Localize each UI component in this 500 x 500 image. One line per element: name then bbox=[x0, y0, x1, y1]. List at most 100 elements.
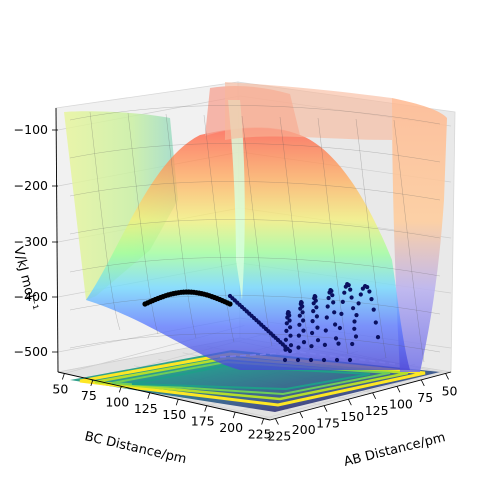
trajectory-point bbox=[332, 310, 337, 315]
trajectory-point bbox=[329, 288, 334, 294]
trajectory-point bbox=[314, 305, 319, 310]
mesh-line bbox=[69, 181, 441, 201]
y-tick-label: 50 bbox=[52, 381, 68, 396]
trajectory-point bbox=[353, 334, 359, 339]
trajectory-point bbox=[296, 333, 301, 338]
trajectory-point bbox=[326, 295, 331, 301]
trajectory-point bbox=[282, 357, 288, 363]
trajectory-point bbox=[352, 319, 357, 324]
y-tick-label: 175 bbox=[191, 414, 215, 429]
mesh-line bbox=[317, 117, 349, 355]
trajectory-point bbox=[336, 341, 341, 346]
trajectory-point bbox=[299, 300, 304, 305]
trajectory-point bbox=[351, 306, 356, 311]
mesh-line bbox=[69, 257, 441, 277]
trajectory-point bbox=[283, 347, 288, 352]
y-axis-label: BC Distance/pm bbox=[83, 429, 188, 467]
x-tick-label: 200 bbox=[292, 422, 316, 437]
trajectory bbox=[142, 282, 381, 363]
x-tick-label: 225 bbox=[268, 429, 292, 444]
trajectory-point bbox=[365, 285, 370, 290]
y-tick-label: 200 bbox=[219, 420, 243, 435]
trajectory-point bbox=[315, 325, 320, 330]
trajectory-point bbox=[287, 313, 292, 318]
trajectory-point bbox=[309, 344, 314, 349]
trajectory-point bbox=[347, 357, 353, 363]
mesh-line bbox=[355, 118, 387, 359]
x-tick-label: 75 bbox=[417, 390, 433, 405]
z-tick-label: −500 bbox=[14, 344, 48, 359]
x-tick-mark bbox=[299, 411, 304, 419]
trajectory-point bbox=[323, 328, 328, 333]
trajectory-point bbox=[284, 328, 289, 333]
mesh-line bbox=[69, 295, 441, 315]
trajectory-point bbox=[313, 294, 318, 299]
y-tick-label: 100 bbox=[105, 394, 129, 409]
trajectory-point bbox=[321, 357, 327, 363]
trajectory-point bbox=[295, 357, 301, 363]
mesh-line bbox=[127, 112, 159, 335]
trajectory-point bbox=[297, 313, 302, 318]
x-tick-label: 50 bbox=[442, 383, 458, 398]
trajectory-point bbox=[339, 311, 344, 316]
x-tick-label: 100 bbox=[389, 396, 413, 411]
y-tick-mark bbox=[175, 399, 179, 406]
mesh-line bbox=[69, 105, 441, 125]
trajectory-point bbox=[324, 315, 329, 320]
trajectory-point bbox=[311, 309, 316, 314]
trajectory-point bbox=[333, 322, 338, 327]
x-tick-label: 175 bbox=[316, 416, 340, 431]
mesh-line bbox=[69, 219, 441, 239]
trajectory-point bbox=[300, 304, 305, 309]
x-tick-mark bbox=[396, 386, 401, 393]
trajectory-point bbox=[308, 357, 314, 363]
trajectory-point bbox=[313, 298, 318, 303]
trajectory-point bbox=[310, 330, 315, 336]
x-tick-mark bbox=[347, 399, 352, 406]
mesh-line bbox=[165, 113, 197, 339]
trajectory-point bbox=[352, 326, 357, 331]
trajectory-point bbox=[334, 357, 340, 363]
trajectory-point bbox=[314, 314, 319, 319]
mesh-line bbox=[89, 111, 121, 331]
surface-mesh bbox=[69, 105, 441, 363]
trajectory-point bbox=[315, 338, 321, 343]
y-tick-mark bbox=[147, 392, 151, 399]
trajectory-point bbox=[340, 299, 345, 304]
trajectory-point bbox=[300, 310, 305, 315]
trajectory-point bbox=[288, 333, 293, 338]
trajectory-point bbox=[371, 307, 376, 312]
trajectory-point bbox=[288, 325, 293, 330]
trajectory-point bbox=[301, 340, 307, 345]
mesh-line bbox=[393, 119, 425, 363]
x-tick-mark bbox=[372, 392, 377, 399]
y-tick-label: 125 bbox=[134, 401, 158, 416]
trajectory-point bbox=[333, 336, 339, 341]
trajectory-point bbox=[284, 321, 289, 326]
y-tick-label: 150 bbox=[162, 407, 186, 422]
x-tick-mark bbox=[323, 405, 328, 412]
trajectory-point bbox=[375, 335, 381, 340]
mesh-line bbox=[241, 115, 273, 347]
trajectory-point bbox=[358, 292, 363, 297]
trajectory-point bbox=[367, 289, 372, 294]
trajectory-point bbox=[322, 342, 327, 347]
trajectory-point bbox=[310, 319, 315, 324]
y-axis-line bbox=[57, 371, 271, 421]
y-tick-mark bbox=[232, 411, 236, 419]
x-axis-line bbox=[269, 371, 452, 421]
x-tick-mark bbox=[275, 418, 279, 425]
trajectory-point bbox=[349, 295, 354, 300]
energy-surface bbox=[64, 82, 447, 372]
y-tick-label: 225 bbox=[248, 427, 272, 442]
x-tick-mark bbox=[420, 379, 425, 387]
trajectory-point bbox=[348, 287, 353, 292]
trajectory-point bbox=[356, 301, 361, 306]
trajectory-point bbox=[227, 301, 233, 307]
z-tick-label: −300 bbox=[14, 234, 48, 249]
trajectory-point bbox=[325, 304, 330, 309]
trajectory-point bbox=[342, 290, 347, 295]
trajectory-point bbox=[354, 313, 359, 318]
